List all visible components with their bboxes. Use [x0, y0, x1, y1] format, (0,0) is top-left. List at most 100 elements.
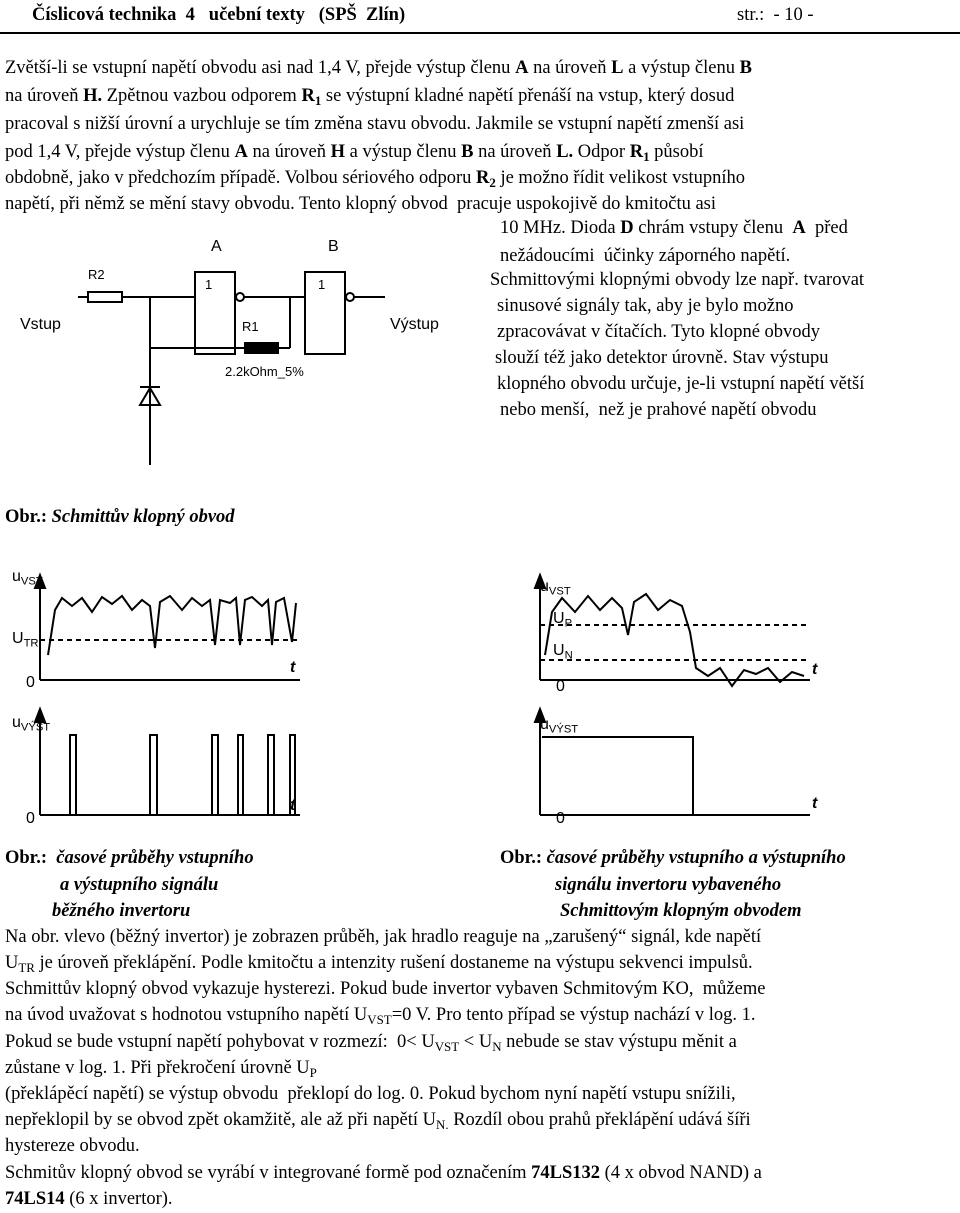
text-run: Zpětnou vazbou odporem — [102, 86, 302, 106]
text-run: napětí, při němž se mění stavy obvodu. T… — [5, 194, 717, 214]
text-run: působí — [649, 142, 704, 162]
text-run: na úroveň — [473, 142, 557, 162]
page-number: str.: - 10 - — [737, 5, 814, 25]
text-run: u — [540, 578, 549, 595]
figure-caption: signálu invertoru vybaveného — [555, 874, 781, 896]
header-title: Číslicová technika 4 učební texty (SPŠ Z… — [32, 5, 406, 25]
text-line: napětí, při němž se mění stavy obvodu. T… — [5, 193, 716, 215]
text-run: na úroveň — [5, 86, 84, 106]
text-run: signálu invertoru vybaveného — [555, 875, 782, 895]
text-line: Schmitův klopný obvod se vyrábí v integr… — [5, 1162, 762, 1184]
text-run: VST — [20, 575, 43, 588]
axis-label: t — [812, 795, 818, 812]
text-run: Schmittův klopný obvod vykazuje hysterez… — [5, 979, 766, 999]
text-run: časové průběhy vstupního — [46, 848, 254, 868]
axis-label: t — [290, 797, 296, 814]
text-run: B — [739, 58, 752, 78]
axis-label: UP — [553, 608, 572, 634]
text-run: zůstane v log. 1. Při překročení úrovně … — [5, 1058, 310, 1078]
figure-caption: Obr.: časové průběhy vstupního — [5, 847, 254, 869]
text-run: VST — [548, 585, 571, 598]
text-line: nežádoucími účinky záporného napětí. — [500, 245, 790, 267]
circuit — [78, 271, 385, 465]
circuit-label: 1 — [205, 277, 213, 292]
text-run: Schmitův klopný obvod se vyrábí v integr… — [5, 1163, 532, 1183]
figure-caption: a výstupního signálu — [60, 874, 218, 896]
text-run: Schmittův klopný obvod — [46, 507, 235, 527]
text-run: časové průběhy vstupního a výstupního — [541, 848, 846, 868]
text-run: =0 V. Pro tento případ se výstup nachází… — [391, 1005, 756, 1025]
text-line: nebo menší, než je prahové napětí obvodu — [500, 399, 816, 421]
text-run: 74LS14 — [5, 1189, 65, 1209]
text-run: nežádoucími účinky záporného napětí. — [500, 246, 791, 266]
figure-caption: Obr.: Schmittův klopný obvod — [5, 506, 235, 528]
text-run: A — [234, 142, 248, 162]
text-line: Pokud se bude vstupní napětí pohybovat v… — [5, 1031, 737, 1058]
text-run: U — [5, 953, 19, 973]
text-run: nebude se stav výstupu měnit a — [501, 1032, 737, 1052]
text-line: (překlápěcí napětí) se výstup obvodu pře… — [5, 1083, 736, 1105]
text-run: u — [12, 714, 21, 731]
axis-label: uVST — [540, 576, 571, 602]
text-run: D — [620, 218, 634, 238]
text-run: a výstup členu — [623, 58, 740, 78]
circuit-label: R1 — [242, 319, 259, 334]
text-run: P — [309, 1064, 317, 1080]
circuit-label: R2 — [88, 267, 105, 282]
text-run: Odpor — [573, 142, 630, 162]
text-line: pod 1,4 V, přejde výstup členu A na úrov… — [5, 141, 704, 168]
waveforms-left — [33, 572, 300, 816]
text-run: R — [301, 86, 315, 106]
text-run: Na obr. vlevo (běžný invertor) je zobraz… — [5, 927, 762, 947]
text-run: 2 — [489, 174, 496, 190]
text-run: U — [553, 642, 565, 659]
text-run: na úvod uvažovat s hodnotou vstupního na… — [5, 1005, 368, 1025]
text-run: < U — [459, 1032, 493, 1052]
text-line: Na obr. vlevo (běžný invertor) je zobraz… — [5, 926, 761, 948]
text-run: Pokud se bude vstupní napětí pohybovat v… — [5, 1032, 435, 1052]
text-run: Obr.: — [500, 848, 542, 868]
axis-label: uVÝST — [12, 712, 50, 738]
text-run: P — [564, 617, 573, 630]
text-run: klopného obvodu určuje, je-li vstupní na… — [497, 374, 865, 394]
text-line: na úvod uvažovat s hodnotou vstupního na… — [5, 1004, 755, 1031]
text-line: pracoval s nižší úrovní a urychluje se t… — [5, 113, 744, 135]
axis-label: t — [290, 659, 296, 676]
text-line: Schmittův klopný obvod vykazuje hysterez… — [5, 978, 765, 1000]
text-run: před — [805, 218, 848, 238]
text-run: VÝST — [20, 721, 51, 734]
text-run: Zvětší-li se vstupní napětí obvodu asi n… — [5, 58, 516, 78]
text-run: slouží též jako detektor úrovně. Stav vý… — [495, 348, 829, 368]
axis-label: UN — [553, 640, 573, 666]
text-run: (4 x obvod NAND) a — [600, 1163, 762, 1183]
text-run: VÝST — [548, 723, 579, 736]
text-run: u — [540, 716, 549, 733]
text-line: nepřeklopil by se obvod zpět okamžitě, a… — [5, 1109, 751, 1136]
axis-label: 0 — [26, 810, 35, 827]
text-run: B — [461, 142, 474, 162]
text-line: zpracovávat v čítačích. Tyto klopné obvo… — [497, 321, 820, 343]
axis-label: t — [812, 661, 818, 678]
text-run: TR — [18, 959, 35, 975]
figure-caption: běžného invertoru — [52, 900, 190, 922]
text-line: Schmittovými klopnými obvody lze např. t… — [490, 269, 864, 291]
text-run: (překlápěcí napětí) se výstup obvodu pře… — [5, 1084, 736, 1104]
text-line: Zvětší-li se vstupní napětí obvodu asi n… — [5, 57, 752, 79]
text-run: Rozdíl obou prahů překlápění udává šíři — [448, 1110, 751, 1130]
text-run: hystereze obvodu. — [5, 1136, 140, 1156]
text-run: (6 x invertor). — [64, 1189, 173, 1209]
text-line: slouží též jako detektor úrovně. Stav vý… — [495, 347, 828, 369]
text-line: sinusové signály tak, aby je bylo možno — [497, 295, 793, 317]
text-run: U — [12, 630, 24, 647]
text-run: je úroveň překlápění. Podle kmitočtu a i… — [34, 953, 753, 973]
text-run: je možno řídit velikost vstupního — [495, 168, 746, 188]
text-run: H — [330, 142, 345, 162]
text-run: nebo menší, než je prahové napětí obvodu — [500, 400, 817, 420]
text-line: 10 MHz. Dioda D chrám vstupy členu A pře… — [500, 217, 848, 239]
text-run: N. — [436, 1116, 449, 1132]
text-run: 1 — [314, 92, 322, 108]
text-run: pod 1,4 V, přejde výstup členu — [5, 142, 235, 162]
axis-label: uVST — [12, 566, 43, 592]
